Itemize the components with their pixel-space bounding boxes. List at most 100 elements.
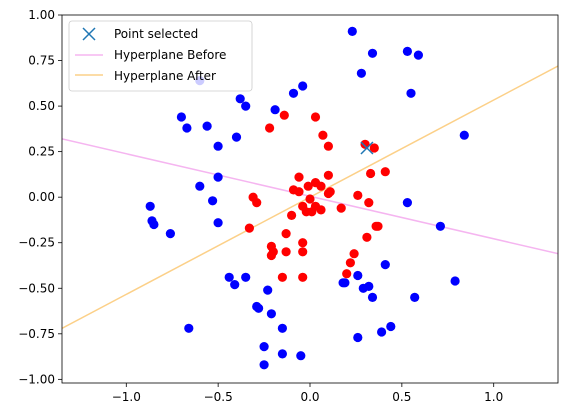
blue-point: [182, 123, 192, 133]
red-point: [298, 247, 308, 257]
red-point: [316, 181, 326, 191]
legend-label-hyperplane-before: Hyperplane Before: [114, 48, 226, 62]
red-point: [277, 272, 287, 282]
y-tick-label: −0.75: [18, 327, 55, 341]
blue-point: [298, 81, 308, 91]
red-point: [380, 167, 390, 177]
x-tick-label: −1.0: [112, 390, 141, 404]
blue-point: [241, 101, 251, 111]
blue-point: [241, 272, 251, 282]
blue-point: [231, 132, 242, 142]
blue-point: [149, 219, 159, 230]
blue-point: [259, 342, 269, 352]
blue-point: [270, 105, 280, 115]
blue-point: [367, 292, 378, 302]
x-tick-label: 0.5: [392, 390, 411, 404]
red-point: [323, 170, 333, 180]
red-point: [366, 168, 376, 179]
y-tick-label: 0.00: [28, 190, 55, 204]
legend-box: [68, 20, 253, 92]
x-tick-label: 0.0: [300, 390, 319, 404]
blue-point: [266, 309, 276, 319]
red-point: [318, 130, 328, 140]
red-point: [279, 110, 289, 120]
selected-point-layer: [360, 141, 374, 155]
blue-point: [338, 278, 348, 288]
blue-point: [435, 221, 445, 231]
legend-label-hyperplane-after: Hyperplane After: [114, 69, 216, 83]
blue-point: [195, 181, 205, 191]
blue-point: [347, 26, 357, 36]
legend: Point selected Hyperplane Before Hyperpl…: [68, 20, 253, 92]
red-point: [281, 229, 291, 239]
blue-point: [288, 88, 299, 98]
blue-point: [202, 121, 212, 131]
x-axis: −1.0 −0.5 0.0 0.5 1.0: [112, 383, 503, 404]
blue-point: [176, 112, 186, 122]
y-tick-label: −0.25: [18, 236, 55, 250]
red-point: [303, 181, 313, 191]
red-point: [316, 205, 326, 215]
blue-point: [356, 68, 366, 78]
blue-point: [145, 201, 155, 211]
red-point: [310, 112, 321, 122]
red-point: [364, 198, 374, 208]
red-point: [369, 143, 379, 153]
blue-point: [450, 276, 460, 286]
red-point: [244, 223, 254, 233]
y-tick-label: 0.50: [28, 99, 55, 113]
blue-point: [213, 141, 223, 151]
blue-point: [353, 270, 363, 281]
red-point: [298, 272, 308, 282]
red-point: [323, 141, 333, 151]
blue-point: [165, 229, 175, 239]
red-point: [307, 207, 317, 217]
red-point: [294, 187, 304, 197]
red-point: [349, 249, 359, 259]
blue-point: [413, 50, 423, 60]
blue-point: [410, 292, 420, 302]
legend-marker-selected-icon: [82, 27, 96, 41]
blue-point: [277, 349, 287, 359]
red-point: [266, 250, 276, 261]
blue-point: [230, 280, 240, 290]
red-point: [323, 188, 333, 199]
blue-point: [364, 281, 374, 291]
blue-point: [184, 323, 194, 333]
data-points: [145, 26, 469, 370]
y-tick-label: −0.50: [18, 281, 55, 295]
y-axis: −1.00 −0.75 −0.50 −0.25 0.00 0.25 0.50 0.75 1.00: [18, 8, 62, 386]
red-point: [345, 258, 355, 268]
blue-point: [402, 198, 412, 208]
blue-point: [235, 94, 245, 104]
blue-point: [402, 46, 412, 57]
red-point: [353, 190, 363, 200]
red-point: [287, 210, 297, 220]
blue-point: [213, 218, 223, 228]
blue-point: [263, 285, 273, 295]
red-point: [305, 194, 315, 204]
red-point: [294, 172, 304, 182]
y-tick-label: −1.00: [18, 372, 55, 386]
blue-point: [386, 321, 396, 332]
red-point: [342, 269, 352, 279]
y-tick-label: 0.75: [28, 54, 55, 68]
x-tick-label: 1.0: [484, 390, 503, 404]
blue-point: [380, 260, 390, 270]
red-point: [281, 247, 291, 257]
blue-point: [259, 360, 269, 370]
red-point: [362, 232, 372, 242]
blue-point: [277, 323, 287, 333]
blue-point: [353, 332, 363, 343]
red-point: [336, 203, 346, 213]
red-point: [265, 123, 275, 133]
blue-point: [367, 48, 378, 58]
x-tick-label: −0.5: [204, 390, 233, 404]
legend-label-point-selected: Point selected: [114, 27, 198, 41]
red-point: [373, 221, 383, 231]
blue-point: [406, 88, 416, 98]
blue-point: [254, 303, 264, 313]
red-point: [298, 238, 308, 248]
blue-point: [296, 351, 306, 361]
